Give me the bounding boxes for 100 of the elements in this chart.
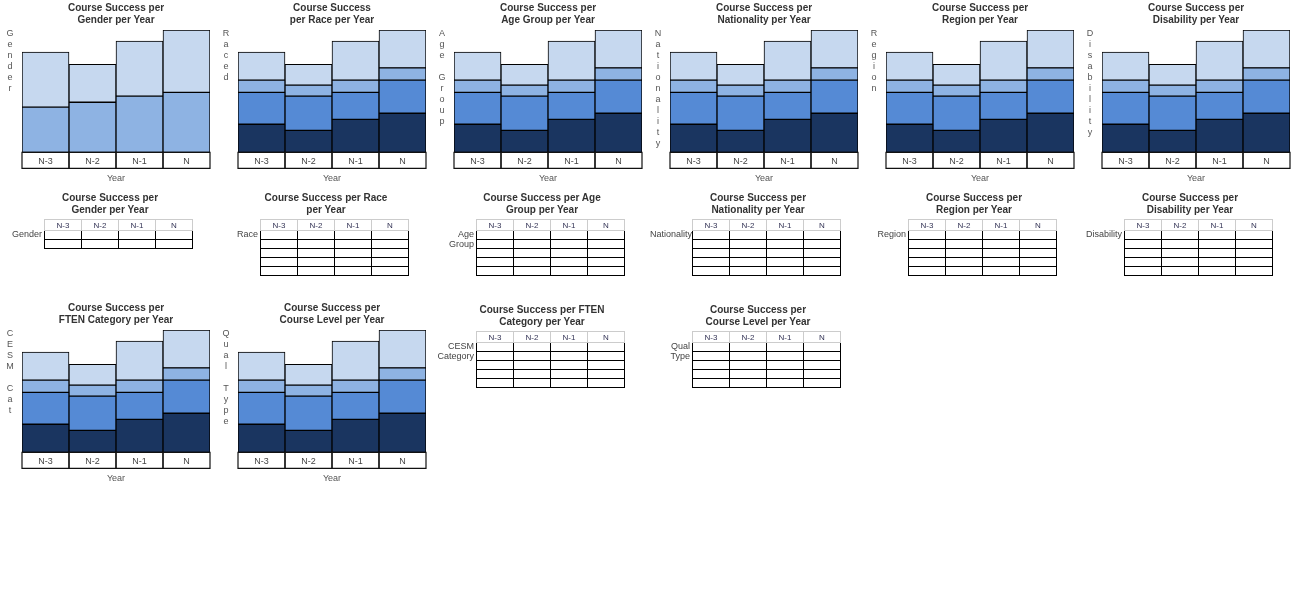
category-label: N <box>587 219 625 231</box>
category-label: N-3 <box>692 219 730 231</box>
text: Course Success per Race per Year <box>263 192 389 216</box>
category-label: N-3 <box>44 219 82 231</box>
chart-title: Course Success per Race per Year <box>289 1 375 25</box>
x-tick-label: N-1 <box>1212 156 1227 167</box>
x-axis-title: Year <box>322 173 342 184</box>
x-axis-title: Year <box>538 173 558 184</box>
chart-title: Course Success per Age Group per Year <box>499 1 597 25</box>
category-label: N-3 <box>1124 219 1162 231</box>
x-axis-title: Year <box>754 173 774 184</box>
chart-title: Course Success per Region per Year <box>931 1 1029 25</box>
x-tick-label: N-2 <box>301 456 316 467</box>
x-tick-label: N <box>183 456 190 467</box>
category-label: N-2 <box>729 331 767 343</box>
y-axis-title: Raced <box>222 28 230 82</box>
y-axis-title: Gender <box>6 28 14 93</box>
x-tick-label: N <box>399 156 406 167</box>
x-tick-label: N-1 <box>780 156 795 167</box>
x-tick-label: N <box>399 456 406 467</box>
text: CESM Cat <box>6 328 14 415</box>
category-label: N-3 <box>692 331 730 343</box>
x-tick-label: N <box>183 156 190 167</box>
text: Region <box>876 228 907 239</box>
category-label: N-1 <box>766 331 804 343</box>
category-label: N-3 <box>908 219 946 231</box>
x-tick-label: N-3 <box>254 156 269 167</box>
category-label: N-2 <box>729 219 767 231</box>
category-label: N-2 <box>513 331 551 343</box>
category-label: N-1 <box>550 331 588 343</box>
x-tick-label: N-2 <box>85 456 100 467</box>
chart-title: Course Success per Nationality per Year <box>715 1 813 25</box>
x-tick-label: N <box>831 156 838 167</box>
text: Race <box>236 228 259 239</box>
category-label: N-3 <box>476 331 514 343</box>
category-label: N <box>587 331 625 343</box>
category-label: N-1 <box>118 219 156 231</box>
text: Nationality <box>650 228 693 239</box>
category-label: N-2 <box>513 219 551 231</box>
x-tick-label: N-2 <box>301 156 316 167</box>
text: Age Group <box>448 228 475 249</box>
x-tick-label: N-1 <box>564 156 579 167</box>
x-tick-label: N-1 <box>996 156 1011 167</box>
category-label: N <box>1235 219 1273 231</box>
category-label: N-1 <box>766 219 804 231</box>
chart-title: Course Success per FTEN Category per Year <box>58 301 174 325</box>
category-label: N-2 <box>81 219 119 231</box>
x-tick-label: N-1 <box>348 456 363 467</box>
x-tick-label: N-2 <box>733 156 748 167</box>
text: Gender <box>10 228 43 239</box>
x-tick-label: N-3 <box>254 456 269 467</box>
text: Course Success per Region per Year <box>924 192 1024 216</box>
category-label: N-2 <box>945 219 983 231</box>
x-tick-label: N-1 <box>348 156 363 167</box>
x-tick-label: N <box>1263 156 1270 167</box>
text: Course Success per Nationality per Year <box>708 192 808 216</box>
text: CESM Category <box>436 340 475 361</box>
category-label: N-1 <box>550 219 588 231</box>
text: Qual Type <box>222 328 230 426</box>
text: Disability <box>1086 28 1094 137</box>
category-label: N <box>803 331 841 343</box>
x-axis-title: Year <box>1186 173 1206 184</box>
category-label: N-1 <box>334 219 372 231</box>
x-tick-label: N-3 <box>686 156 701 167</box>
text: Nationality <box>654 28 662 148</box>
text: Course Success per Disability per Year <box>1140 192 1240 216</box>
x-tick-label: N-3 <box>38 456 53 467</box>
text: Disability <box>1085 228 1123 239</box>
chart-title: Course Success per Course Level per Year <box>279 301 385 325</box>
text: Course Success per Course Level per Year <box>704 304 812 328</box>
y-axis-title: Region <box>870 28 878 93</box>
chart-title: Course Success per Gender per Year <box>67 1 165 25</box>
x-tick-label: N-2 <box>1165 156 1180 167</box>
x-axis-title: Year <box>970 173 990 184</box>
x-tick-label: N-3 <box>38 156 53 167</box>
text: Qual Type <box>669 340 691 361</box>
category-label: N <box>371 219 409 231</box>
x-tick-label: N-3 <box>470 156 485 167</box>
x-tick-label: N-1 <box>132 456 147 467</box>
category-label: N <box>1019 219 1057 231</box>
category-label: N <box>803 219 841 231</box>
x-tick-label: N-3 <box>1118 156 1133 167</box>
category-label: N-3 <box>260 219 298 231</box>
x-axis-title: Year <box>106 473 126 484</box>
category-label: N-1 <box>982 219 1020 231</box>
x-tick-label: N-2 <box>85 156 100 167</box>
x-tick-label: N <box>1047 156 1054 167</box>
text: Age Group <box>438 28 446 126</box>
x-tick-label: N <box>615 156 622 167</box>
text: Course Success per Age Group per Year <box>482 192 602 216</box>
x-axis-title: Year <box>322 473 342 484</box>
text: Course Success per Gender per Year <box>60 192 160 216</box>
category-label: N-2 <box>297 219 335 231</box>
text: Course Success per FTEN Category per Year <box>478 304 606 328</box>
category-label: N-1 <box>1198 219 1236 231</box>
category-label: N-2 <box>1161 219 1199 231</box>
category-label: N-3 <box>476 219 514 231</box>
x-tick-label: N-2 <box>517 156 532 167</box>
x-axis-title: Year <box>106 173 126 184</box>
x-tick-label: N-2 <box>949 156 964 167</box>
